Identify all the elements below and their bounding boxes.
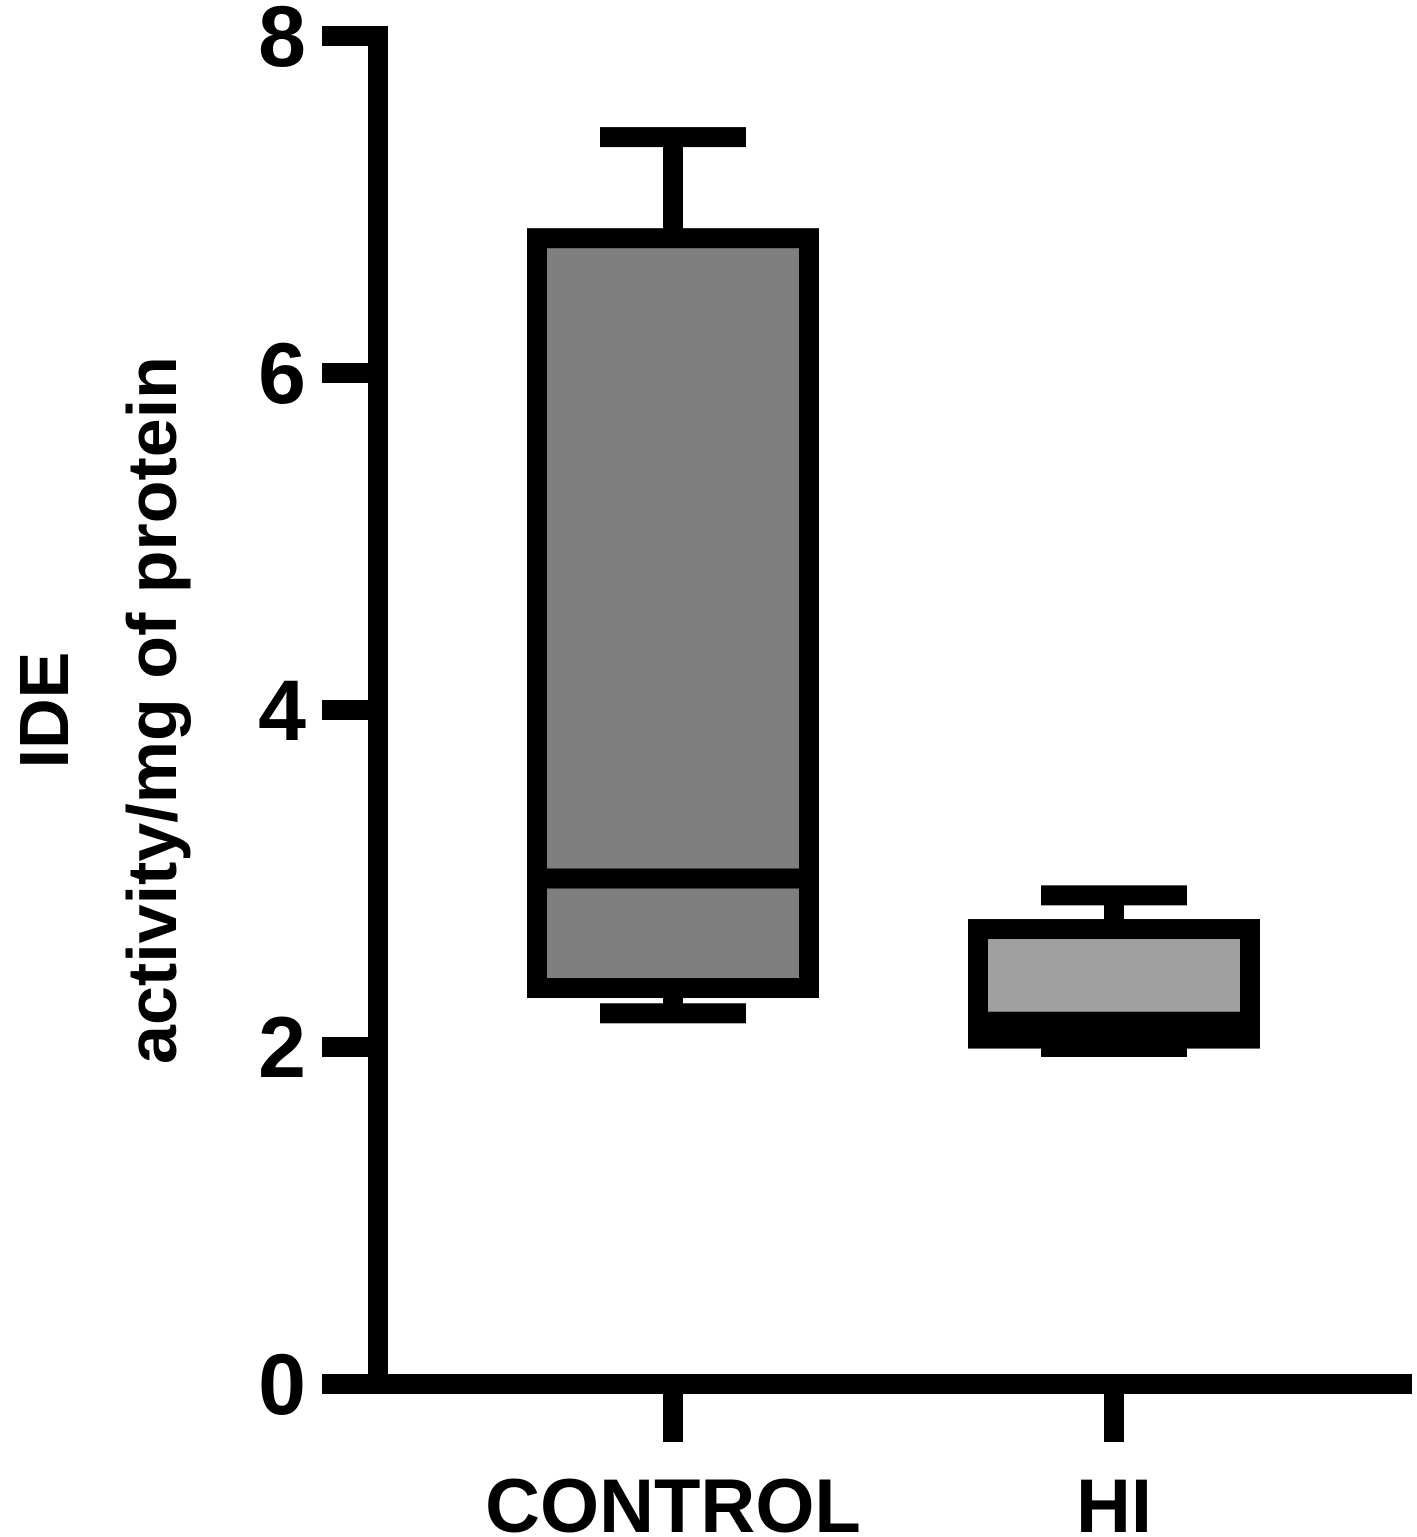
x-axis: CONTROL HI bbox=[368, 1374, 1412, 1537]
upper-whisker-cap bbox=[1041, 885, 1187, 906]
y-axis-title-line-2: activity/mg of protein bbox=[113, 356, 191, 1064]
y-tick-label: 4 bbox=[258, 663, 306, 759]
upper-whisker-cap bbox=[600, 127, 746, 148]
y-tick-label: 8 bbox=[258, 0, 306, 85]
y-axis-title: IDE activity/mg of protein bbox=[5, 356, 191, 1064]
lower-whisker-cap bbox=[600, 1003, 746, 1024]
x-category-label: CONTROL bbox=[485, 1464, 861, 1537]
y-axis-title-line-1: IDE bbox=[5, 652, 83, 769]
y-axis: 0 2 4 6 8 bbox=[258, 0, 388, 1433]
y-tick-label: 0 bbox=[258, 1337, 306, 1433]
boxes bbox=[527, 127, 1260, 1057]
box-control bbox=[527, 127, 819, 1024]
box-hi bbox=[968, 885, 1260, 1057]
y-tick-label: 2 bbox=[258, 1000, 306, 1096]
box-iqr bbox=[527, 228, 819, 999]
y-tick-label: 6 bbox=[258, 326, 306, 422]
x-category-label: HI bbox=[1076, 1464, 1152, 1537]
